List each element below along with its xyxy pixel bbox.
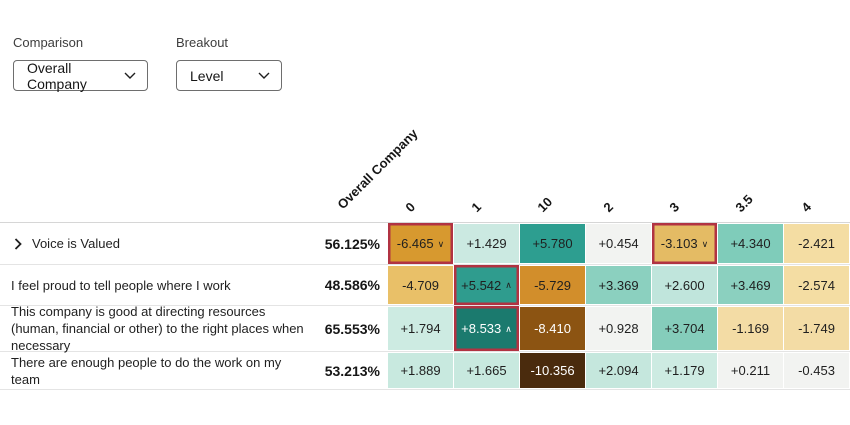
heat-cell-value: +4.340 — [730, 236, 771, 251]
heat-cell-value: +0.928 — [598, 321, 639, 336]
heat-cell[interactable]: +3.369 — [586, 266, 652, 304]
heat-cell-strip: -6.465 ∨ +1.429 +5.780 +0.454 -3.103 ∨ +4.340 -2… — [388, 223, 850, 264]
heat-cell-value: +1.665 — [466, 363, 507, 378]
column-header-0: 0 — [402, 199, 419, 215]
significant-increase-icon: ∧ — [505, 280, 512, 290]
heat-cell-value: -2.574 — [798, 277, 835, 293]
heat-cell[interactable]: +4.340 — [718, 224, 784, 263]
row-label: I feel proud to tell people where I work — [11, 277, 231, 293]
comparison-label: Comparison — [13, 35, 84, 50]
significant-decrease-icon: ∨ — [701, 238, 709, 249]
column-header-1: 1 — [468, 199, 485, 215]
heat-cell[interactable]: -0.453 — [784, 353, 850, 388]
row-label-cell: Voice is Valued — [0, 235, 318, 252]
heat-cell[interactable]: -5.729 — [520, 266, 586, 304]
heat-cell-value: -3.103 — [660, 236, 698, 251]
comparison-dropdown[interactable]: Overall Company — [13, 59, 148, 92]
significant-decrease-icon: ∨ — [437, 238, 445, 249]
heat-cell-value: +0.211 — [730, 363, 771, 378]
heat-cell[interactable]: -3.103 ∨ — [652, 223, 718, 264]
heat-cell[interactable]: -2.574 — [784, 266, 850, 304]
chevron-down-icon — [124, 72, 136, 79]
heat-cell[interactable]: -1.169 — [718, 307, 784, 350]
breakout-dropdown-value: Level — [190, 67, 224, 84]
comparison-control: Comparison Overall Company — [13, 35, 148, 92]
heat-cell-value: -1.169 — [732, 321, 769, 336]
table-row: I feel proud to tell people where I work… — [0, 265, 850, 306]
heat-cell-value: +8.533 — [461, 321, 502, 336]
heat-cell-value: -6.465 — [396, 236, 434, 251]
row-label-cell: There are enough people to do the work o… — [0, 354, 318, 388]
expand-chevron-icon[interactable] — [14, 237, 22, 250]
heat-cell[interactable]: +5.542 ∧ — [454, 265, 520, 305]
heat-cell[interactable]: +2.600 — [652, 266, 718, 304]
heat-cell-value: +1.889 — [400, 363, 441, 378]
heat-cell[interactable]: +1.179 — [652, 353, 718, 388]
row-label: There are enough people to do the work o… — [11, 354, 282, 387]
heat-cell-value: +3.704 — [664, 321, 705, 336]
heat-cell-strip: +1.794 +8.533 ∧ -8.410 +0.928 +3.704 -1.169 -1.… — [388, 306, 850, 351]
heat-cell-value: +3.469 — [730, 277, 771, 293]
column-header-10: 10 — [534, 194, 556, 215]
row-label-cell: This company is good at directing resour… — [0, 303, 318, 354]
column-header-3.5: 3.5 — [732, 191, 756, 215]
heat-cell[interactable]: +1.889 — [388, 353, 454, 388]
heat-cell[interactable]: +2.094 — [586, 353, 652, 388]
heat-cell-value: +1.429 — [466, 236, 507, 251]
heat-cell-value: -5.729 — [534, 277, 571, 293]
heat-cell-strip: -4.709 +5.542 ∧ -5.729 +3.369 +2.600 +3.469 -2.… — [388, 265, 850, 305]
table-row: This company is good at directing resour… — [0, 303, 850, 354]
heat-cell-value: +2.094 — [598, 363, 639, 378]
heat-cell[interactable]: +0.211 — [718, 353, 784, 388]
heat-cell[interactable]: +0.454 — [586, 224, 652, 263]
table-row: Voice is Valued 56.125% -6.465 ∨ +1.429 +5.78… — [0, 223, 850, 265]
column-header-2: 2 — [600, 199, 617, 215]
heat-cell[interactable]: +1.429 — [454, 224, 520, 263]
row-label: This company is good at directing resour… — [11, 304, 304, 353]
heat-cell[interactable]: +1.665 — [454, 353, 520, 388]
heat-cell-value: -8.410 — [534, 321, 571, 336]
heat-cell-value: +0.454 — [598, 236, 639, 251]
heat-cell-value: +5.542 — [461, 277, 502, 293]
heatmap-table: Voice is Valued 56.125% -6.465 ∨ +1.429 +5.78… — [0, 222, 850, 390]
heat-cell[interactable]: -2.421 — [784, 224, 850, 263]
heat-cell[interactable]: +8.533 ∧ — [454, 306, 520, 351]
heat-cell[interactable]: +3.704 — [652, 307, 718, 350]
heat-cell-value: -0.453 — [798, 363, 835, 378]
heat-cell[interactable]: +5.780 — [520, 224, 586, 263]
heat-cell[interactable]: -1.749 — [784, 307, 850, 350]
breakout-control: Breakout Level — [176, 36, 282, 91]
breakout-label: Breakout — [176, 35, 229, 50]
heat-cell[interactable]: -6.465 ∨ — [388, 223, 454, 264]
table-row: There are enough people to do the work o… — [0, 352, 850, 390]
heat-cell-value: -10.356 — [530, 363, 575, 378]
heat-cell-value: +1.794 — [400, 321, 441, 336]
heat-cell[interactable]: -8.410 — [520, 307, 586, 350]
row-score: 65.553% — [324, 320, 380, 337]
row-label: Voice is Valued — [32, 236, 120, 251]
heat-cell[interactable]: +0.928 — [586, 307, 652, 350]
row-score: 48.586% — [324, 277, 380, 293]
column-header-4: 4 — [798, 199, 815, 215]
heat-cell-value: +3.369 — [598, 277, 639, 293]
heat-cell[interactable]: +3.469 — [718, 266, 784, 304]
heat-cell[interactable]: -10.356 — [520, 353, 586, 388]
heat-cell-value: -4.709 — [402, 277, 439, 293]
comparison-dropdown-value: Overall Company — [27, 59, 87, 92]
heat-cell[interactable]: +1.794 — [388, 307, 454, 350]
heat-cell-strip: +1.889 +1.665 -10.356 +2.094 +1.179 +0.211 -0.… — [388, 352, 850, 389]
significant-increase-icon: ∧ — [505, 323, 512, 334]
heat-cell-value: +5.780 — [532, 236, 573, 251]
chevron-down-icon — [258, 72, 270, 79]
row-score: 53.213% — [324, 362, 380, 379]
heat-cell-value: +2.600 — [664, 277, 705, 293]
breakout-dropdown[interactable]: Level — [176, 60, 282, 91]
column-header-3: 3 — [666, 199, 683, 215]
heat-cell-value: +1.179 — [664, 363, 705, 378]
heat-cell-value: -2.421 — [798, 236, 835, 251]
row-label-cell: I feel proud to tell people where I work — [0, 277, 318, 294]
heat-cell[interactable]: -4.709 — [388, 266, 454, 304]
row-score: 56.125% — [324, 235, 380, 252]
heat-cell-value: -1.749 — [798, 321, 835, 336]
